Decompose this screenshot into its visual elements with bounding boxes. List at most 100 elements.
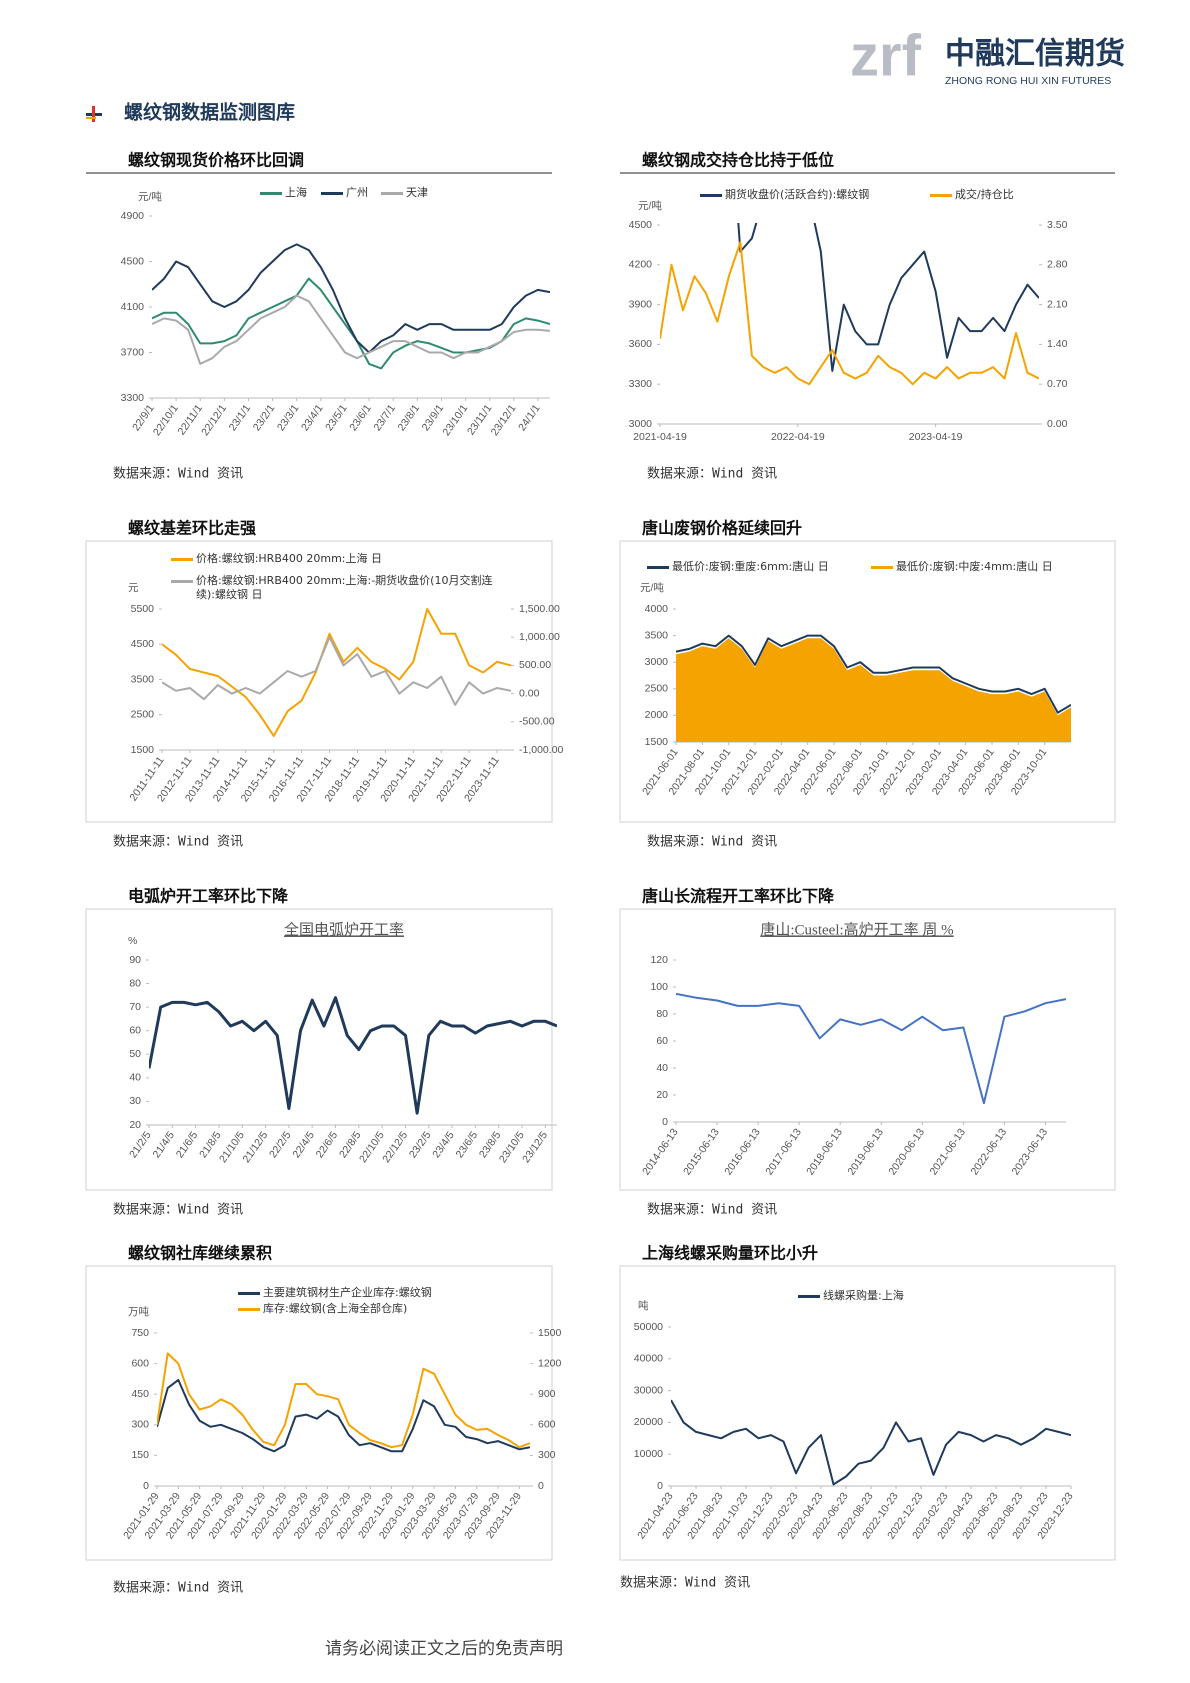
y-tick-label: 20 [656, 1089, 668, 1101]
x-tick-label: 23/2/1 [251, 402, 278, 433]
y-tick-label: 3300 [121, 392, 145, 404]
legend-label: 价格:螺纹钢:HRB400 20mm:上海 日 [196, 552, 382, 565]
x-tick-label: 2014-06-13 [640, 1126, 681, 1177]
x-tick-label: 23/2/5 [407, 1129, 434, 1160]
y-tick-label: 40 [129, 1072, 141, 1084]
legend: 上海 [260, 186, 320, 200]
chart-title: 唐山废钢价格延续回升 [642, 519, 802, 538]
chart-frame [85, 540, 553, 823]
y-tick-label: 3500 [645, 629, 669, 641]
x-tick-label: 2020-06-13 [886, 1126, 927, 1177]
y-tick-label: 0 [143, 1480, 149, 1492]
legend: 广州 [321, 186, 381, 200]
y-tick-label: 300 [131, 1419, 149, 1431]
x-tick-label: 2019-06-13 [845, 1126, 886, 1177]
legend-swatch [871, 566, 893, 569]
legend-label: 成交/持仓比 [955, 188, 1014, 201]
series-line [676, 992, 1066, 1105]
y-tick-label: 750 [131, 1327, 149, 1339]
y-tick-label: 3600 [629, 338, 653, 350]
x-tick-label: 23/4/1 [299, 402, 326, 433]
x-tick-label: 2022-04-19 [771, 431, 825, 443]
legend: 天津 [381, 186, 441, 200]
logo-mark: zrf [850, 23, 922, 88]
legend-label: 期货收盘价(活跃合约):螺纹钢 [725, 188, 870, 201]
y2-tick-label: 1200 [538, 1357, 562, 1369]
y-tick-label: 3000 [645, 656, 669, 668]
y2-tick-label: 300 [538, 1449, 556, 1461]
y-tick-label: 90 [129, 954, 141, 966]
chart-source: 数据来源：Wind 资讯 [647, 467, 777, 482]
x-tick-label: 2015-06-13 [681, 1126, 722, 1177]
y-tick-label: 60 [129, 1024, 141, 1036]
legend-label: 库存:螺纹钢(含上海全部仓库) [263, 1302, 408, 1315]
y-tick-label: 100 [650, 981, 668, 993]
x-tick-label: 23/12/1 [489, 402, 519, 438]
x-tick-label: 24/1/1 [516, 402, 543, 433]
section-icon [86, 106, 102, 122]
y-tick-label: 0 [657, 1480, 663, 1492]
legend-swatch [381, 192, 403, 195]
series-line [162, 636, 511, 706]
series-line [152, 294, 550, 365]
chart-title: 螺纹钢社库继续累积 [128, 1244, 272, 1263]
y2-tick-label: 0.00 [519, 687, 540, 699]
legend-swatch [930, 194, 952, 197]
x-tick-label: 23/6/1 [347, 402, 374, 433]
y-tick-label: 40 [656, 1062, 668, 1074]
legend-label: 线螺采购量:上海 [823, 1289, 904, 1302]
legend-label: 最低价:废钢:中废:4mm:唐山 日 [896, 560, 1053, 573]
x-tick-label: 23/1/1 [227, 402, 254, 433]
y2-tick-label: -500.00 [519, 716, 555, 728]
series-line [152, 243, 550, 354]
series-line [157, 1378, 530, 1453]
y2-tick-label: -1,000.00 [519, 744, 564, 756]
area [676, 638, 1071, 742]
y-tick-label: 1500 [645, 736, 669, 748]
series-line [149, 996, 557, 1115]
x-tick-label: 2016-06-13 [722, 1126, 763, 1177]
legend: 最低价:废钢:重废:6mm:唐山 日 [647, 560, 867, 574]
y-tick-label: 4500 [131, 638, 155, 650]
legend-item: 广州 [321, 186, 381, 200]
y-tick-label: 30 [129, 1095, 141, 1107]
chart-frame [85, 1265, 553, 1561]
legend-item: 最低价:废钢:中废:4mm:唐山 日 [871, 560, 1091, 574]
series-line [737, 223, 1039, 372]
x-tick-label: 23/6/5 [454, 1129, 481, 1160]
legend-item: 最低价:废钢:重废:6mm:唐山 日 [647, 560, 867, 574]
legend-swatch [798, 1295, 820, 1298]
chart-source: 数据来源：Wind 资讯 [620, 1576, 750, 1591]
y2-tick-label: 2.10 [1047, 298, 1068, 310]
chart-source: 数据来源：Wind 资讯 [113, 1203, 243, 1218]
chart-title: 螺纹钢现货价格环比回调 [128, 151, 304, 170]
chart-source: 数据来源：Wind 资讯 [647, 1203, 777, 1218]
y-tick-label: 70 [129, 1001, 141, 1013]
y-tick-label: 4000 [645, 603, 669, 615]
y-tick-label: 5500 [131, 603, 155, 615]
y-tick-label: 4500 [121, 255, 145, 267]
y-tick-label: 2500 [645, 683, 669, 695]
chart-source: 数据来源：Wind 资讯 [113, 1581, 243, 1596]
x-tick-label: 23/3/1 [275, 402, 302, 433]
series-line [671, 1399, 1071, 1486]
chart-frame [619, 1265, 1116, 1561]
y-tick-label: 80 [656, 1008, 668, 1020]
chart-frame [85, 908, 553, 1191]
legend-swatch [171, 580, 193, 583]
legend-label: 价格:螺纹钢:HRB400 20mm:上海:-期货收盘价(10月交割连续):螺纹… [196, 574, 493, 601]
inner-title: 唐山:Custeel:高炉开工率 周 % [760, 921, 953, 938]
y-tick-label: 60 [656, 1035, 668, 1047]
legend: 价格:螺纹钢:HRB400 20mm:上海:-期货收盘价(10月交割连续):螺纹… [171, 574, 501, 602]
legend-label: 天津 [406, 186, 428, 199]
y-tick-label: 4100 [121, 301, 145, 313]
legend-swatch [171, 558, 193, 561]
legend-swatch [647, 566, 669, 569]
x-tick-label: 22/12/5 [380, 1129, 410, 1165]
y2-tick-label: 1500 [538, 1327, 562, 1339]
series-line [676, 634, 1071, 714]
y-tick-label: 3700 [121, 346, 145, 358]
legend: 最低价:废钢:中废:4mm:唐山 日 [871, 560, 1091, 574]
legend-label: 广州 [346, 186, 368, 199]
